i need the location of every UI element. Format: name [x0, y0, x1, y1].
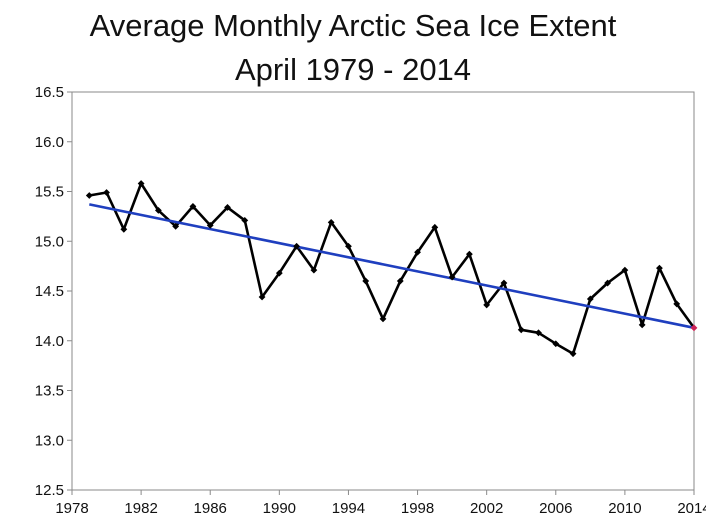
data-point — [241, 216, 249, 224]
y-tick-label: 16.0 — [35, 134, 64, 151]
y-tick-label: 15.0 — [35, 233, 64, 250]
data-point — [85, 192, 93, 199]
data-point — [396, 277, 404, 285]
series-layer — [85, 180, 698, 358]
chart-title-line-1: Average Monthly Arctic Sea Ice Extent — [89, 8, 617, 43]
data-point — [258, 293, 266, 301]
x-tick-label: 1978 — [55, 500, 88, 517]
data-point — [137, 180, 145, 187]
y-tick-label: 13.0 — [35, 432, 64, 449]
data-point — [293, 242, 301, 250]
x-tick-label: 1982 — [124, 500, 157, 517]
x-axis: 1978 1982 1986 1990 1994 1998 2002 2006 2010 2014 — [55, 490, 706, 517]
data-point — [431, 223, 439, 231]
x-tick-label: 1990 — [263, 500, 296, 517]
series-line-april-extent — [89, 182, 696, 356]
data-point — [448, 273, 456, 281]
data-point — [154, 207, 162, 214]
y-tick-label: 12.5 — [35, 482, 64, 499]
x-tick-label: 2014 — [677, 500, 706, 517]
data-point — [552, 340, 560, 348]
data-point — [621, 266, 629, 274]
x-tick-label: 1986 — [194, 500, 227, 517]
y-tick-label: 13.5 — [35, 383, 64, 400]
data-point — [310, 266, 318, 274]
chart-title-line-2: April 1979 - 2014 — [234, 52, 472, 87]
y-tick-label: 14.5 — [35, 283, 64, 300]
trend-line — [89, 203, 695, 330]
data-point — [465, 250, 473, 258]
y-tick-label: 15.5 — [35, 184, 64, 201]
data-point — [103, 189, 110, 196]
x-tick-label: 1994 — [332, 500, 365, 517]
plot-area — [71, 91, 695, 491]
data-point — [275, 269, 283, 277]
y-axis: 12.5 13.0 13.5 14.0 14.5 15.0 15.5 16.0 16.5 — [35, 84, 72, 499]
data-point — [379, 315, 387, 323]
data-point — [224, 204, 231, 211]
y-tick-label: 16.5 — [35, 84, 64, 101]
data-point — [604, 279, 612, 287]
x-tick-label: 2002 — [470, 500, 503, 517]
data-point — [535, 329, 542, 337]
data-point — [189, 203, 197, 210]
data-point — [345, 242, 352, 250]
data-point — [206, 221, 214, 229]
data-point — [500, 279, 508, 287]
data-point — [517, 326, 525, 334]
y-tick-label: 14.0 — [35, 333, 64, 350]
data-point — [586, 295, 594, 303]
x-tick-label: 1998 — [401, 500, 434, 517]
data-point — [327, 218, 335, 226]
data-point — [569, 350, 577, 358]
data-point — [673, 300, 681, 308]
data-point — [120, 225, 128, 233]
data-point — [483, 301, 491, 309]
data-point — [362, 277, 370, 285]
data-point — [638, 321, 646, 329]
x-tick-label: 2006 — [539, 500, 572, 517]
data-point — [172, 222, 180, 230]
x-tick-label: 2010 — [608, 500, 641, 517]
data-point — [656, 264, 663, 272]
data-point — [690, 324, 698, 332]
data-point — [414, 248, 421, 256]
